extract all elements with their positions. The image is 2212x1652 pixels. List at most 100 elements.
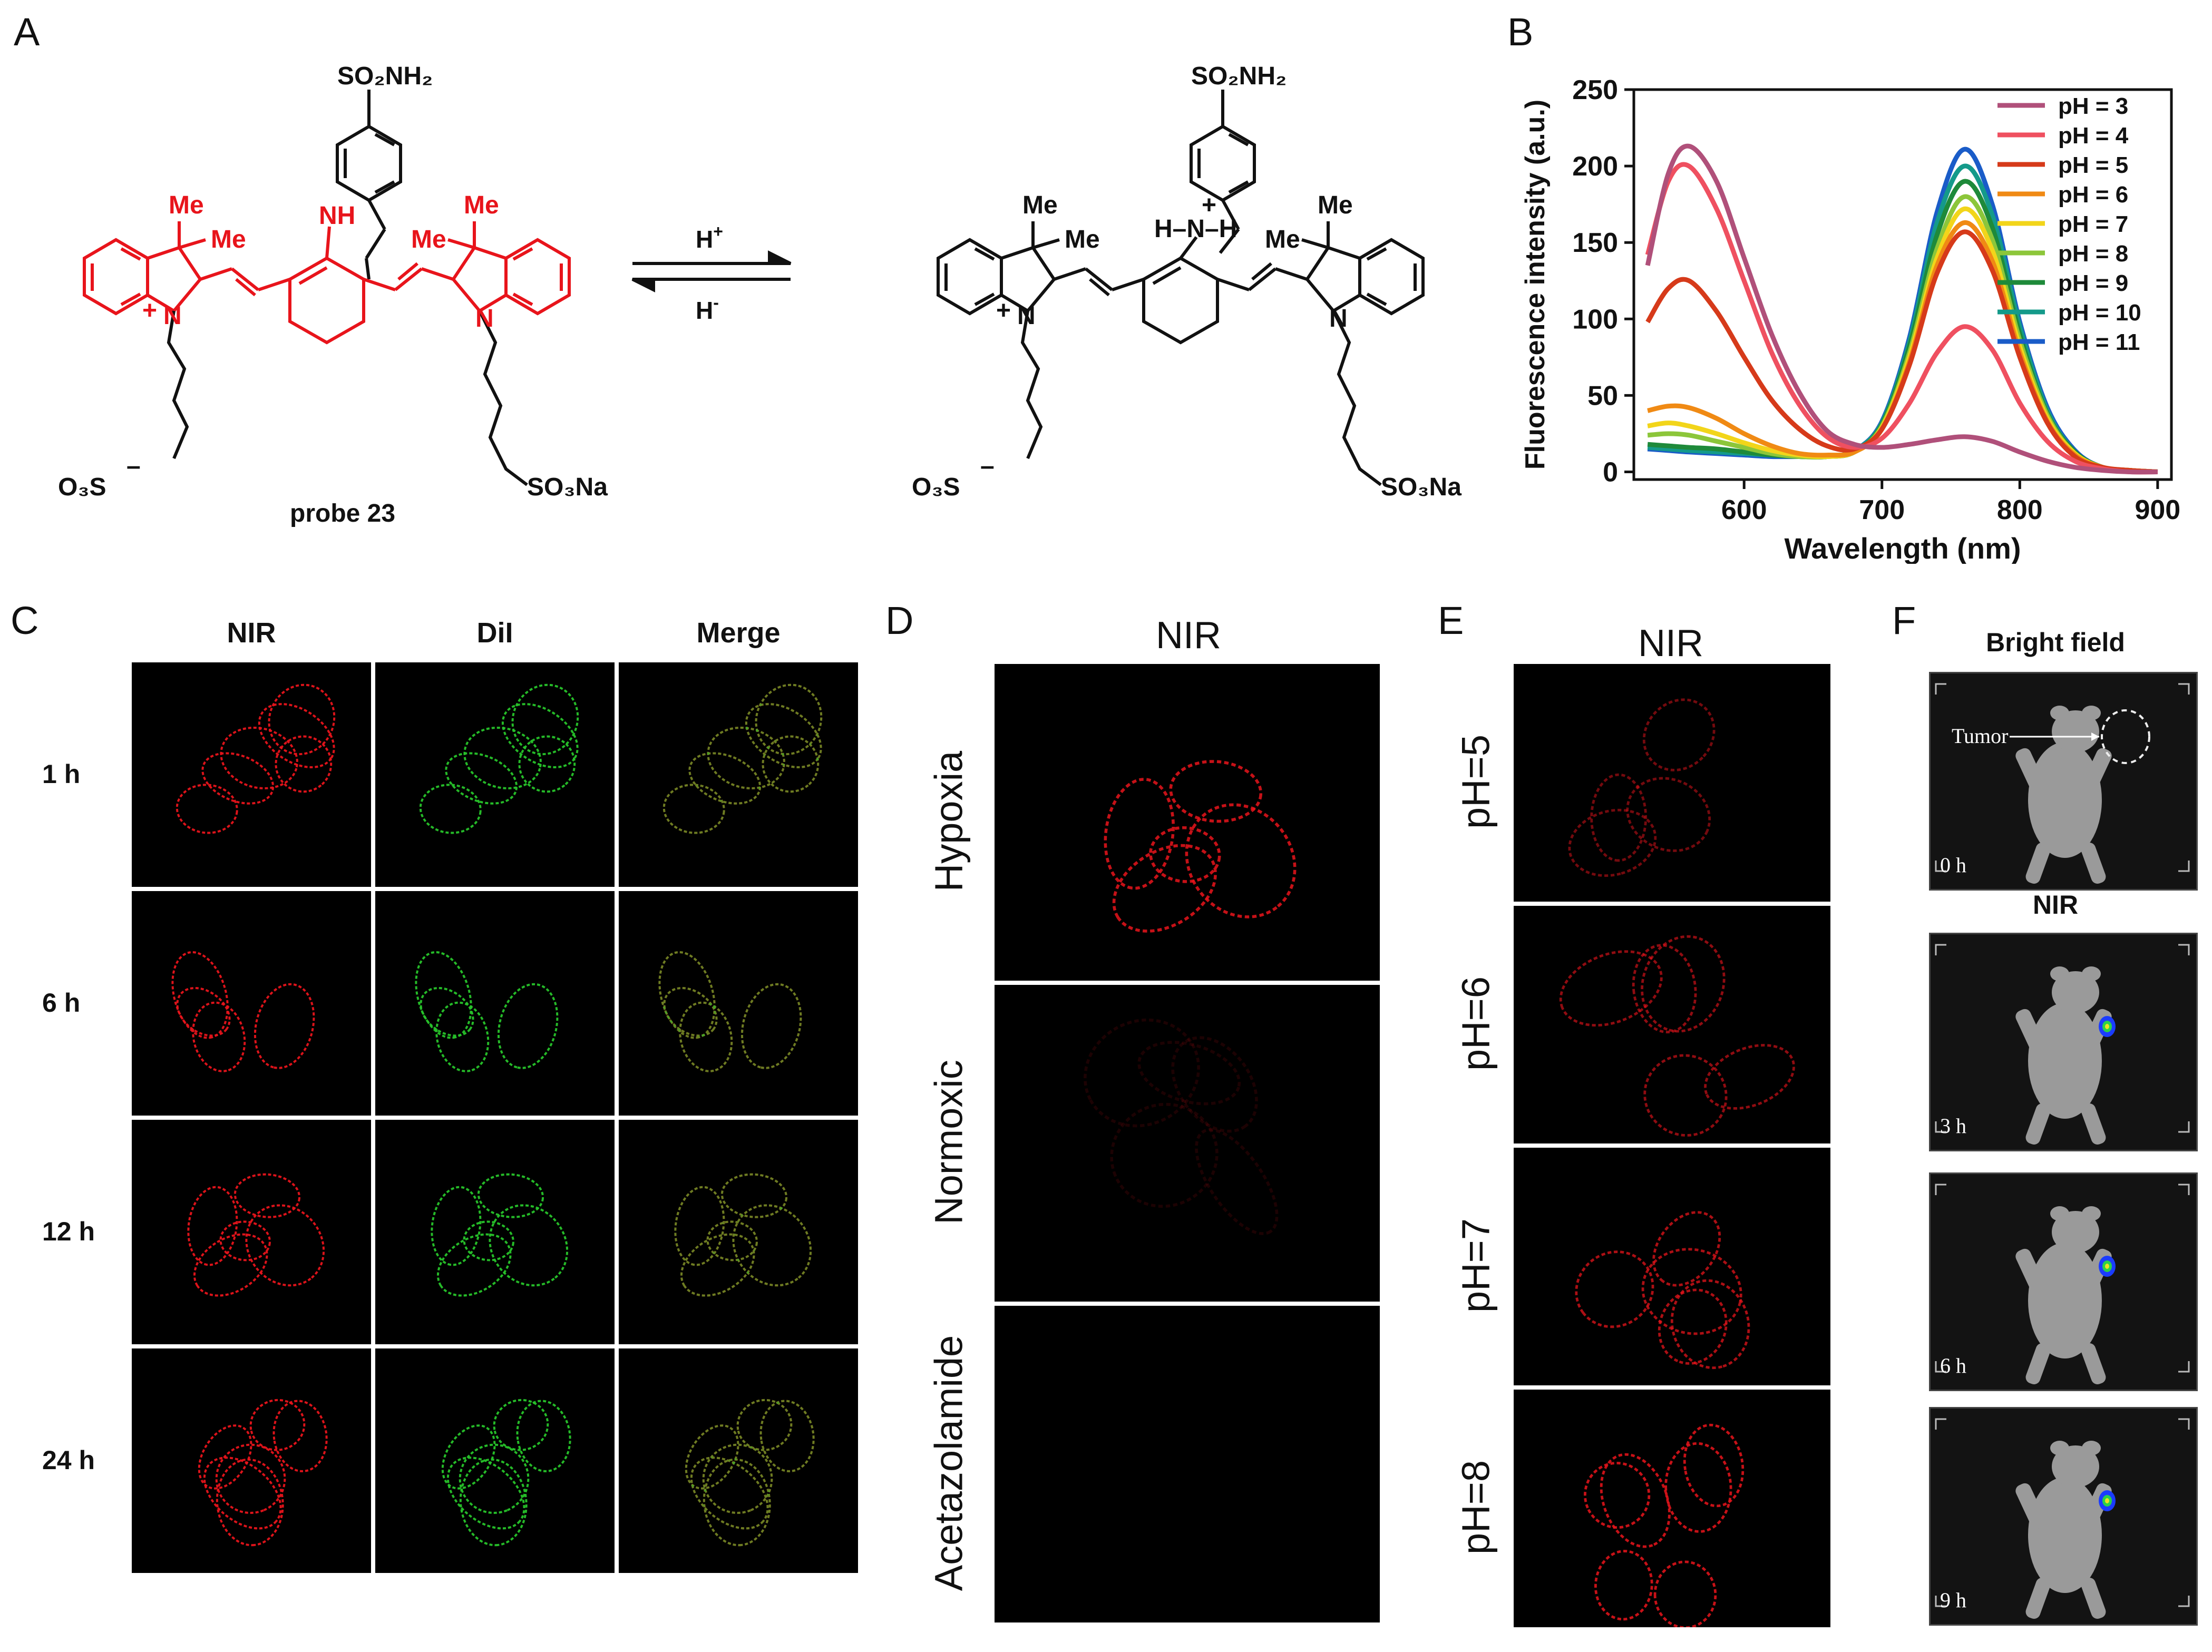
y-axis-label: Fluorescence intensity (a.u.)	[1520, 100, 1551, 470]
time-label: 0 h	[1940, 853, 1966, 877]
panel-e-row-label: pH=7	[1454, 1218, 1498, 1313]
svg-text:N: N	[163, 302, 182, 330]
y-tick-label: 0	[1603, 457, 1618, 487]
x-axis-label: Wavelength (nm)	[1784, 532, 2021, 564]
y-tick-label: 150	[1572, 228, 1618, 258]
panel-letter-d: D	[885, 599, 914, 642]
mouse-image: 3 h	[1929, 933, 2198, 1151]
panel-c-row-label: 24 h	[42, 1445, 95, 1475]
equilibrium-arrows	[631, 250, 792, 292]
svg-text:SO₃Na: SO₃Na	[527, 473, 608, 501]
svg-text:Me: Me	[464, 191, 499, 219]
y-tick-label: 250	[1572, 75, 1618, 105]
panel-d-micrograph	[993, 663, 1381, 982]
probe-23-labels: SO₂NH₂ NH Me Me Me Me N + N – O₃S SO₃Na …	[58, 62, 608, 527]
panel-c-column-header: NIR	[227, 617, 276, 649]
legend-entry: pH = 10	[2058, 300, 2141, 326]
svg-text:Me: Me	[169, 191, 204, 219]
probe-23-structure	[83, 90, 571, 486]
panel-e-row-label: pH=6	[1454, 976, 1498, 1071]
x-tick-label: 900	[2135, 495, 2180, 525]
panel-d-row-label: Hypoxia	[927, 750, 971, 892]
x-tick-label: 700	[1859, 495, 1905, 525]
svg-text:O₃S: O₃S	[58, 473, 106, 501]
legend-entry: pH = 4	[2058, 123, 2129, 149]
svg-text:probe 23: probe 23	[290, 500, 395, 527]
bright-field-label: Bright field	[1986, 628, 2125, 657]
panel-c-row-label: 1 h	[42, 759, 81, 789]
legend-entry: pH = 8	[2058, 241, 2128, 267]
time-label: 9 h	[1940, 1588, 1966, 1612]
panel-e-header: NIR	[1638, 622, 1703, 664]
panel-c-micrograph	[618, 661, 859, 888]
protonated-structure	[937, 90, 1425, 486]
x-tick-label: 600	[1721, 495, 1767, 525]
panel-letter-a: A	[14, 10, 40, 54]
panel-d-micrograph	[993, 1305, 1381, 1624]
svg-text:H-: H-	[696, 293, 719, 324]
panel-d-row-label: Acetazolamide	[927, 1335, 971, 1591]
panel-d-row-label: Normoxic	[927, 1059, 971, 1225]
panel-c-micrograph	[374, 1119, 616, 1345]
chart-frame	[1632, 88, 2173, 481]
legend-entry: pH = 9	[2058, 270, 2128, 296]
panel-letter-f: F	[1892, 599, 1916, 642]
svg-text:Me: Me	[1065, 226, 1100, 253]
fluorescence-spectra-chart: 600 700 800 900 0 50 100 150 200 250 Wavelength (n…	[1520, 75, 2180, 564]
svg-text:+: +	[142, 297, 157, 325]
mouse-image: 9 h	[1929, 1407, 2198, 1626]
svg-text:+: +	[996, 297, 1011, 325]
svg-text:N: N	[475, 305, 494, 333]
y-tick-label: 100	[1572, 304, 1618, 335]
panel-e-micrograph	[1513, 905, 1831, 1145]
legend-entry: pH = 3	[2058, 93, 2128, 119]
panel-c-micrograph	[131, 1119, 372, 1345]
series-line	[1645, 143, 2158, 475]
panel-c-micrograph	[131, 661, 372, 888]
panel-c-column-header: Merge	[696, 617, 781, 649]
panel-c-micrograph	[374, 1347, 616, 1574]
tumor-label: Tumor	[1952, 724, 2009, 748]
svg-text:H+: H+	[696, 222, 723, 253]
svg-text:SO₂NH₂: SO₂NH₂	[1191, 62, 1287, 90]
legend-entry: pH = 11	[2058, 329, 2140, 355]
svg-text:Me: Me	[1265, 226, 1300, 253]
svg-text:–: –	[980, 452, 995, 480]
panel-e-micrograph	[1513, 1389, 1831, 1629]
svg-text:Me: Me	[211, 226, 246, 253]
panel-c-row-label: 6 h	[42, 988, 81, 1018]
equilibrium-labels: H+ H-	[696, 222, 723, 324]
panel-letter-e: E	[1438, 599, 1464, 642]
time-label: 3 h	[1940, 1114, 1966, 1138]
panel-c-micrograph	[131, 890, 372, 1117]
y-tick-label: 200	[1572, 151, 1618, 182]
svg-text:SO₂NH₂: SO₂NH₂	[337, 62, 433, 90]
svg-text:Me: Me	[1022, 191, 1058, 219]
panel-c-micrograph	[131, 1347, 372, 1574]
panel-c-micrograph	[618, 890, 859, 1117]
panel-letter-c: C	[11, 599, 39, 642]
panel-c-column-header: DiI	[476, 617, 513, 649]
series-line	[1645, 229, 2158, 474]
protonated-labels: SO₂NH₂ H–N–H + Me Me Me Me N + N – O₃S S…	[912, 62, 1461, 501]
panel-c-row-label: 12 h	[42, 1217, 95, 1246]
svg-text:NH: NH	[319, 202, 355, 230]
legend-entry: pH = 7	[2058, 211, 2128, 237]
x-tick-label: 800	[1997, 495, 2043, 525]
panel-e-row-label: pH=5	[1454, 734, 1498, 829]
nir-label: NIR	[2032, 890, 2079, 920]
panel-c-micrograph	[374, 661, 616, 888]
chemical-equilibrium-scheme: SO₂NH₂ NH Me Me Me Me N + N – O₃S SO₃Na …	[58, 62, 1461, 527]
panel-c-micrograph	[618, 1347, 859, 1574]
legend-entry: pH = 6	[2058, 182, 2128, 208]
panel-c-micrograph	[374, 890, 616, 1117]
svg-text:N: N	[1017, 302, 1036, 330]
svg-text:N: N	[1329, 305, 1348, 333]
panel-d-micrograph	[993, 984, 1381, 1303]
panel-letter-b: B	[1507, 10, 1534, 54]
svg-text:H–N–H: H–N–H	[1154, 215, 1237, 243]
time-label: 6 h	[1940, 1354, 1966, 1377]
legend-entry: pH = 5	[2058, 152, 2128, 178]
svg-text:SO₃Na: SO₃Na	[1381, 473, 1461, 501]
y-tick-label: 50	[1587, 380, 1618, 411]
